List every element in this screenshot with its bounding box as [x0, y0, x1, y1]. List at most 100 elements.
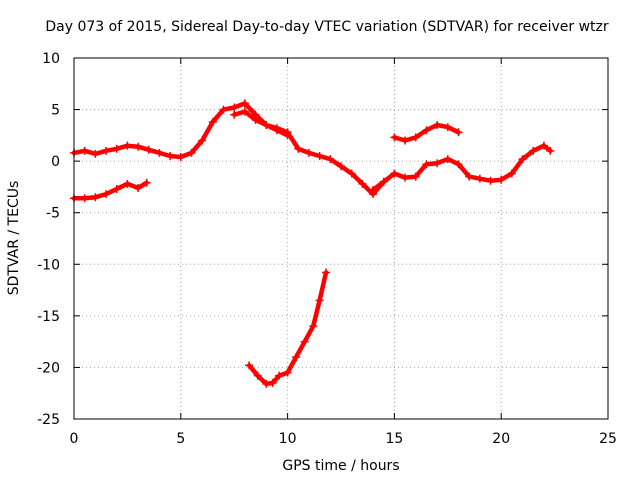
- data-point: [529, 146, 538, 155]
- data-point: [123, 141, 132, 150]
- data-point: [262, 121, 271, 130]
- data-point: [283, 368, 292, 377]
- data-point: [91, 149, 100, 158]
- data-point: [251, 115, 260, 124]
- data-point: [539, 141, 548, 150]
- data-point: [142, 178, 151, 187]
- data-point: [309, 322, 318, 331]
- data-point: [546, 146, 555, 155]
- data-point: [80, 146, 89, 155]
- data-point: [187, 148, 196, 157]
- data-point: [475, 174, 484, 183]
- data-point: [112, 184, 121, 193]
- data-point: [443, 155, 452, 164]
- series-arc-6: [245, 268, 331, 388]
- x-tick-label: 0: [70, 431, 79, 447]
- y-tick-label: -15: [37, 309, 60, 325]
- data-point: [230, 110, 239, 119]
- tick-labels: 0 5 10 15 20 25 10 5 0 -5 -10 -15 -20 -25: [37, 51, 617, 447]
- series-arc-1: [70, 99, 292, 162]
- data-series: [70, 99, 555, 388]
- x-tick-label: 15: [385, 431, 403, 447]
- data-point: [507, 169, 516, 178]
- data-point: [230, 103, 239, 112]
- data-point: [219, 105, 228, 114]
- data-point: [454, 128, 463, 137]
- data-point: [102, 146, 111, 155]
- data-point: [253, 371, 262, 380]
- x-axis-label: GPS time / hours: [282, 458, 399, 474]
- data-point: [358, 179, 367, 188]
- data-point: [91, 193, 100, 202]
- data-point: [268, 378, 277, 387]
- data-point: [123, 179, 132, 188]
- chart-title: Day 073 of 2015, Sidereal Day-to-day VTE…: [45, 19, 609, 35]
- data-point: [347, 169, 356, 178]
- x-tick-label: 20: [492, 431, 510, 447]
- data-point: [134, 183, 143, 192]
- data-point: [240, 99, 249, 108]
- data-point: [315, 151, 324, 160]
- series-line: [370, 143, 553, 193]
- y-tick-label: -10: [37, 257, 60, 273]
- data-point: [102, 190, 111, 199]
- data-point: [294, 144, 303, 153]
- data-point: [262, 379, 271, 388]
- data-point: [240, 107, 249, 116]
- data-point: [411, 133, 420, 142]
- data-point: [422, 160, 431, 169]
- data-point: [80, 194, 89, 203]
- data-point: [304, 148, 313, 157]
- series-arc-3: [230, 107, 388, 199]
- data-point: [300, 337, 309, 346]
- y-tick-label: 0: [51, 154, 60, 170]
- data-point: [166, 151, 175, 160]
- data-point: [134, 142, 143, 151]
- data-point: [326, 155, 335, 164]
- series-arc-4: [369, 141, 555, 195]
- data-point: [390, 169, 399, 178]
- data-point: [176, 153, 185, 162]
- series-arc-2: [70, 178, 151, 203]
- data-point: [390, 133, 399, 142]
- x-tick-label: 5: [176, 431, 185, 447]
- y-tick-label: 5: [51, 103, 60, 119]
- data-point: [379, 177, 388, 186]
- data-point: [337, 162, 345, 171]
- y-tick-label: -20: [37, 360, 60, 376]
- y-axis-label: SDTVAR / TECUs: [6, 181, 22, 296]
- series-arc-5: [390, 121, 463, 145]
- data-point: [144, 145, 153, 154]
- data-point: [518, 155, 527, 164]
- data-point: [454, 160, 463, 169]
- data-point: [433, 159, 442, 168]
- data-point: [422, 126, 431, 135]
- data-point: [465, 172, 474, 181]
- data-point: [112, 144, 121, 153]
- grid: [74, 58, 608, 419]
- data-point: [401, 173, 410, 182]
- data-point: [443, 123, 452, 132]
- data-point: [322, 268, 331, 277]
- data-point: [401, 136, 410, 145]
- data-point: [497, 175, 506, 184]
- x-tick-label: 25: [599, 431, 617, 447]
- data-point: [245, 361, 254, 370]
- data-point: [292, 353, 301, 362]
- data-point: [433, 121, 442, 130]
- data-point: [198, 136, 207, 145]
- y-tick-label: -25: [37, 412, 60, 428]
- plot-frame: [73, 57, 609, 420]
- data-point: [315, 296, 324, 305]
- y-tick-label: -5: [46, 206, 60, 222]
- y-tick-label: 10: [42, 51, 60, 67]
- data-point: [486, 176, 495, 185]
- axis-ticks: [73, 57, 609, 420]
- x-tick-label: 10: [279, 431, 297, 447]
- data-point: [411, 172, 420, 181]
- data-point: [272, 124, 281, 133]
- data-point: [155, 148, 164, 157]
- data-point: [369, 186, 378, 195]
- data-point: [208, 117, 217, 126]
